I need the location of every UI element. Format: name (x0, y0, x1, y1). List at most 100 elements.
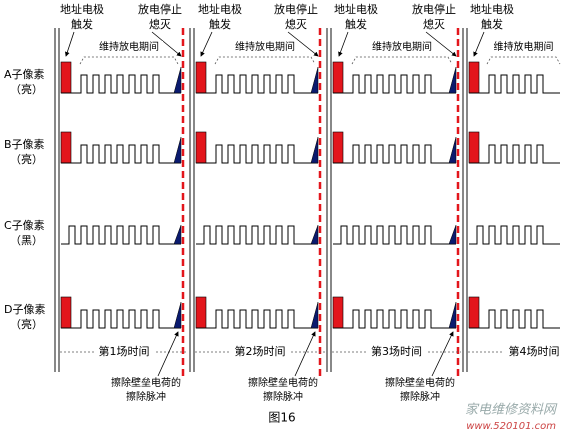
erase-pulse (310, 301, 319, 329)
row-name: D子像素 (4, 303, 45, 316)
erase-arrow (294, 331, 316, 377)
sustain-waveform (61, 225, 181, 245)
label-arrow (473, 31, 485, 57)
sustain-waveform (469, 144, 560, 164)
erase-pulse (173, 224, 182, 245)
field-label: 第4场时间 (509, 344, 560, 358)
top-label: 地址电极 (470, 2, 514, 16)
address-pulse (195, 61, 207, 94)
address-pulse (332, 296, 344, 329)
sustain-waveform (469, 309, 560, 329)
label-bg (368, 41, 436, 53)
erase-label: 擦除脉冲 (263, 390, 303, 403)
top-label: 触发 (71, 17, 93, 31)
row-state: （亮） (10, 152, 43, 166)
sustain-waveform (196, 74, 318, 94)
watermark: 家电维修资料网 (465, 402, 558, 418)
erase-label: 擦除脉冲 (126, 390, 166, 403)
field-label: 第2场时间 (235, 344, 286, 358)
label-bg (366, 345, 427, 359)
top-label: 地址电极 (198, 2, 242, 16)
sustain-label: 维持放电期间 (372, 40, 432, 53)
sustain-waveform (469, 225, 560, 245)
sustain-waveform (333, 309, 456, 329)
address-pulse (60, 61, 72, 94)
address-pulse (195, 131, 207, 164)
erase-pulse (448, 136, 457, 164)
sustain-waveform (196, 309, 318, 329)
label-bg (231, 41, 299, 53)
address-pulse (332, 131, 344, 164)
field-label: 第1场时间 (99, 344, 150, 358)
label-bg (230, 345, 290, 359)
field-label: 第3场时间 (371, 344, 422, 358)
sustain-waveform (469, 74, 560, 94)
label-arrow (151, 31, 182, 57)
sustain-waveform (196, 144, 318, 164)
sustain-waveform (333, 225, 456, 245)
erase-label: 擦除壁垒电荷的 (111, 376, 181, 389)
erase-arrow (431, 331, 454, 377)
top-label: 放电停止 (412, 2, 456, 16)
erase-pulse (448, 66, 457, 94)
erase-pulse (173, 136, 182, 164)
label-arrow (425, 31, 457, 57)
sustain-waveform (333, 144, 456, 164)
top-label: 触发 (209, 17, 231, 31)
erase-pulse (173, 301, 182, 329)
sustain-label: 维持放电期间 (235, 40, 295, 53)
label-bg (504, 345, 564, 359)
top-label: 熄灭 (423, 17, 445, 31)
sustain-label: 维持放电期间 (99, 40, 159, 53)
sustain-waveform (61, 309, 181, 329)
address-pulse (60, 131, 72, 164)
row-state: （亮） (10, 82, 43, 96)
top-label: 地址电极 (334, 2, 378, 16)
top-label: 放电停止 (138, 2, 182, 16)
sustain-waveform (196, 225, 318, 245)
erase-arrow (157, 331, 179, 377)
sustain-waveform (333, 74, 456, 94)
label-arrow (338, 31, 349, 57)
label-bg (95, 41, 163, 53)
label-bg (94, 345, 154, 359)
top-label: 地址电极 (60, 2, 104, 16)
top-label: 熄灭 (149, 17, 171, 31)
watermark-url: www.520101.com (466, 421, 556, 432)
sustain-bracket (486, 56, 561, 65)
erase-label: 擦除脉冲 (400, 390, 440, 403)
top-label: 熄灭 (285, 17, 307, 31)
row-state: （亮） (10, 317, 43, 331)
erase-pulse (310, 136, 319, 164)
row-name: B子像素 (4, 138, 45, 151)
top-label: 放电停止 (274, 2, 318, 16)
erase-pulse (310, 224, 319, 245)
address-pulse (468, 296, 480, 329)
sustain-bracket (214, 56, 316, 65)
row-name: C子像素 (4, 219, 45, 232)
label-arrow (287, 31, 319, 57)
top-label: 触发 (481, 17, 503, 31)
address-pulse (60, 296, 72, 329)
address-pulse (332, 61, 344, 94)
label-arrow (64, 31, 75, 57)
erase-label: 擦除壁垒电荷的 (248, 376, 318, 389)
sustain-waveform (61, 144, 181, 164)
erase-pulse (448, 224, 457, 245)
address-pulse (468, 61, 480, 94)
sustain-bracket (351, 56, 453, 65)
sustain-label: 维持放电期间 (494, 40, 554, 53)
row-state: （黑） (10, 234, 43, 247)
row-name: A子像素 (4, 68, 45, 81)
address-pulse (195, 296, 207, 329)
erase-pulse (173, 66, 182, 94)
sustain-bracket (79, 56, 179, 65)
erase-pulse (310, 66, 319, 94)
label-arrow (200, 31, 213, 57)
sustain-waveform (61, 74, 181, 94)
caption: 图16 (268, 411, 295, 425)
address-pulse (468, 131, 480, 164)
erase-pulse (448, 301, 457, 329)
erase-label: 擦除壁垒电荷的 (385, 376, 455, 389)
